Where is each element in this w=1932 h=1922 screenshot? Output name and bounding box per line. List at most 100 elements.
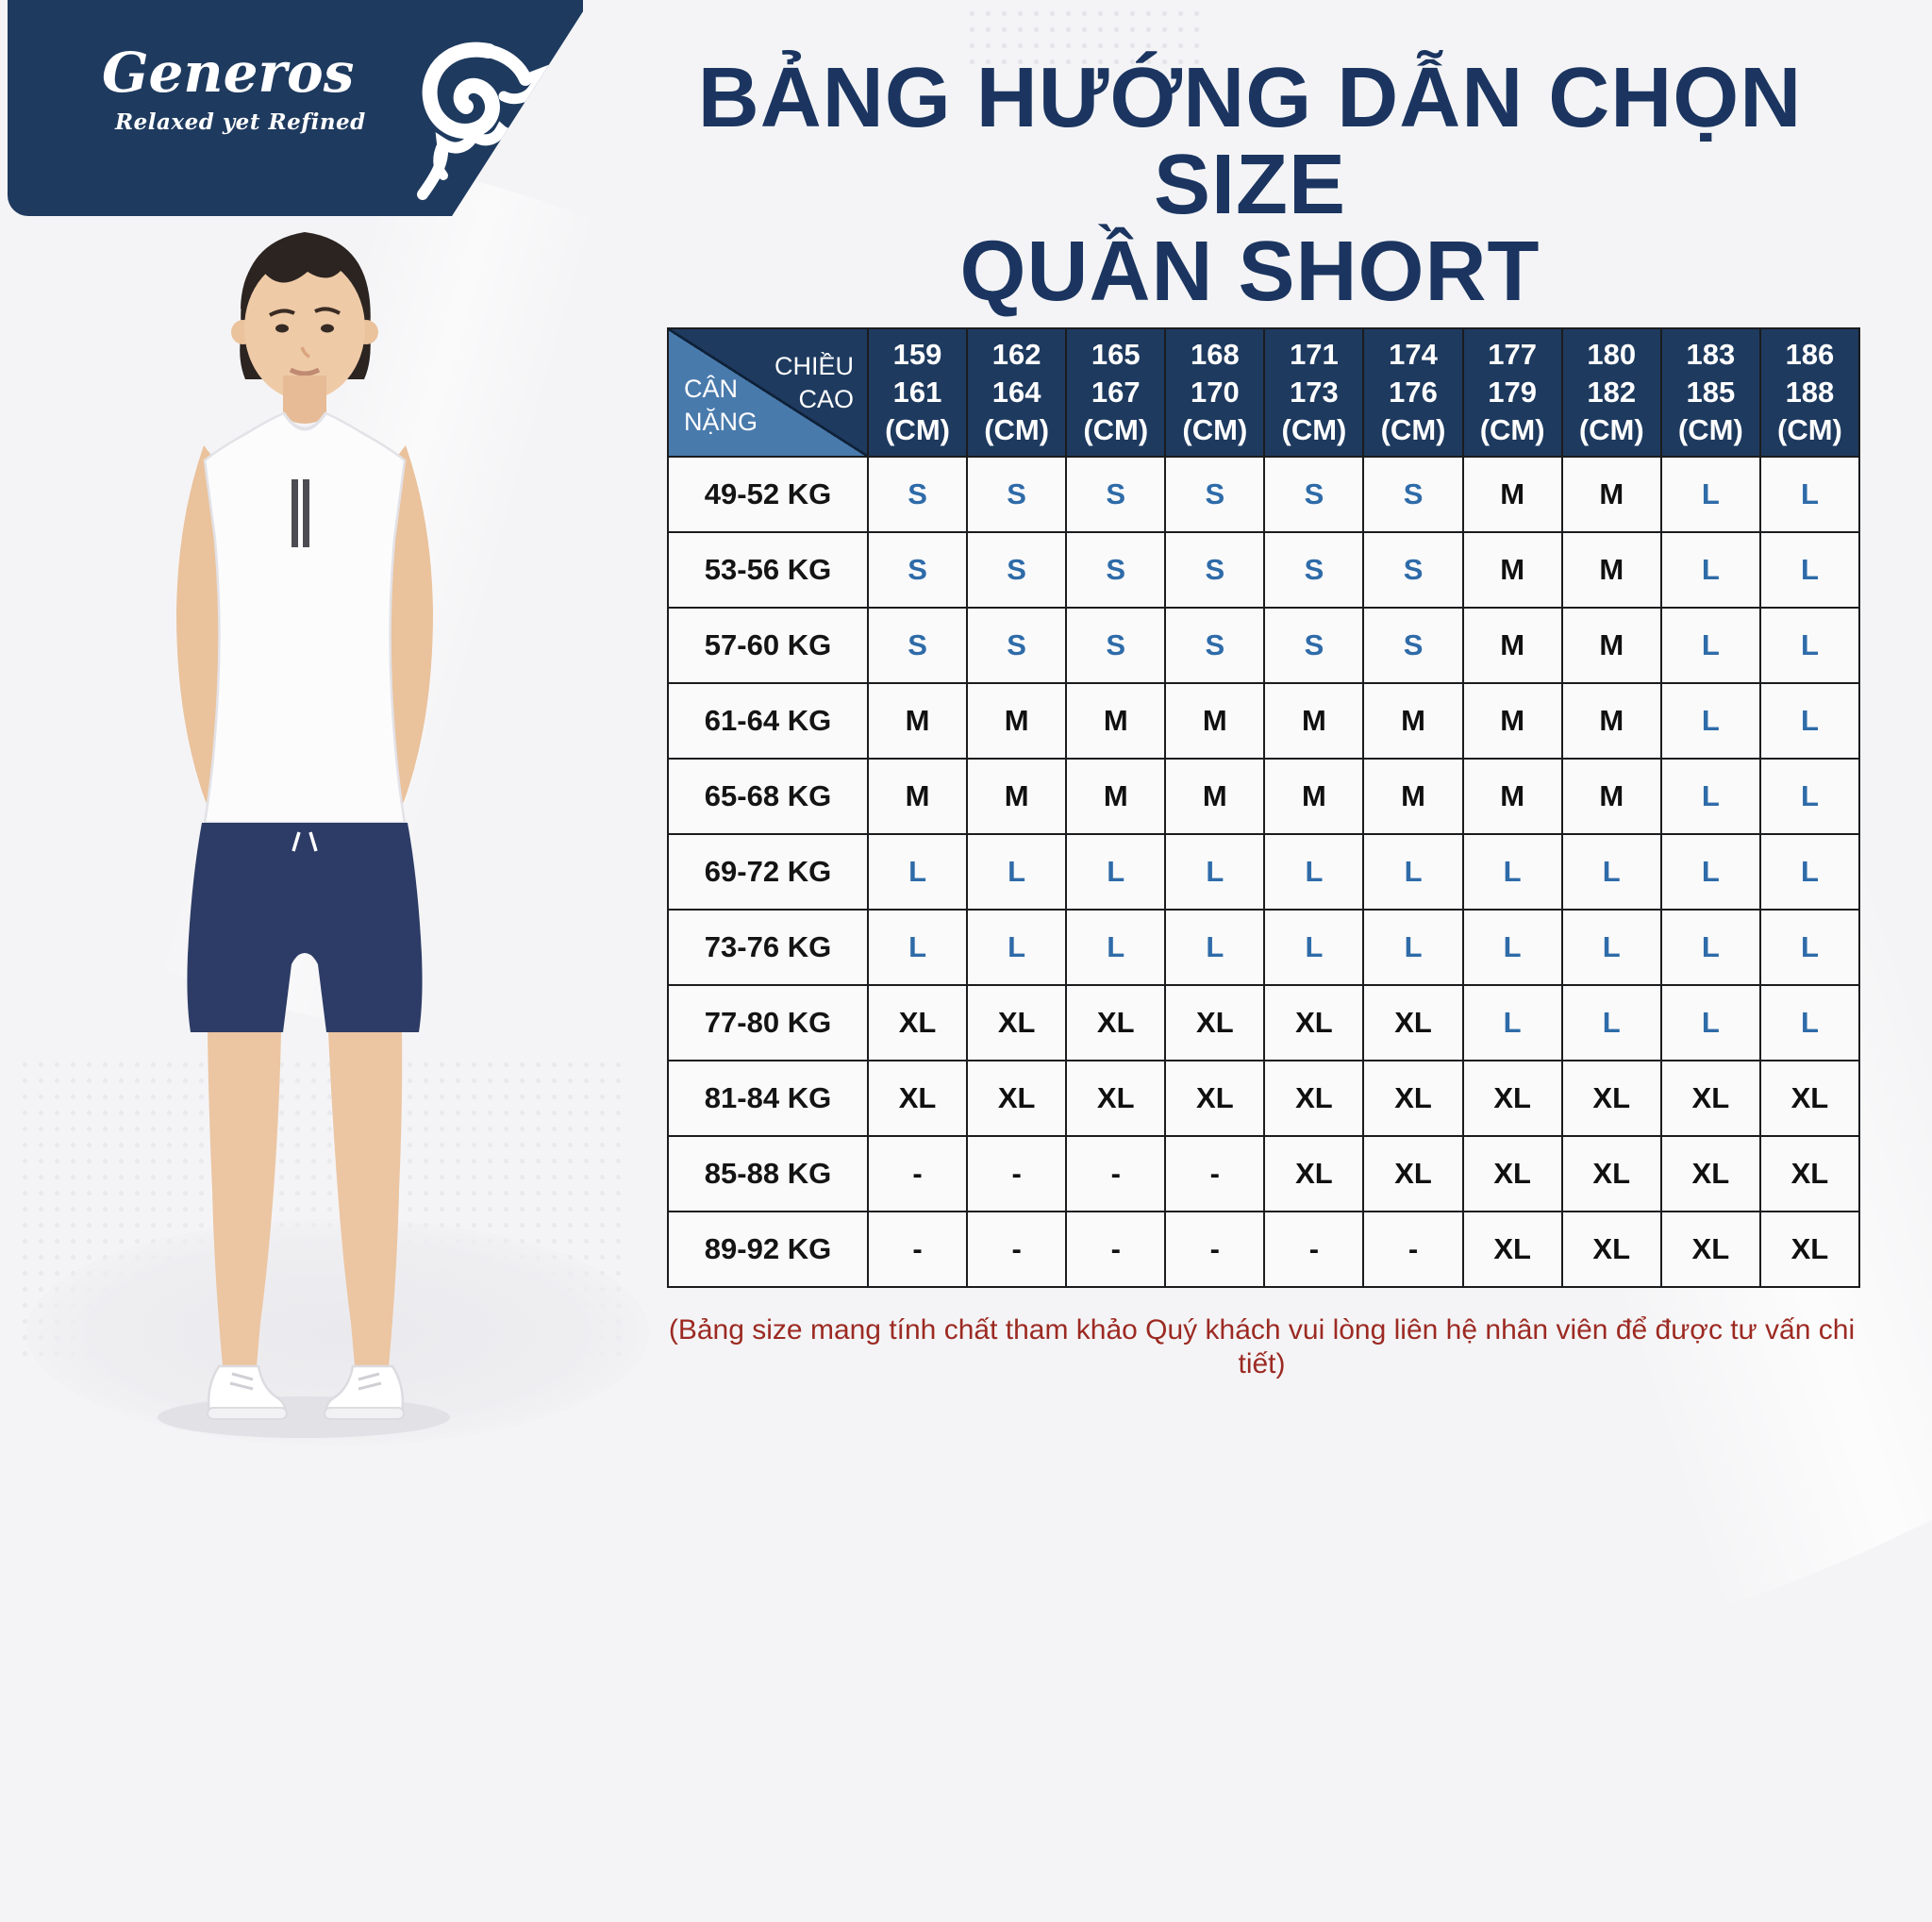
height-value: 170 [1190,376,1240,409]
weight-row-label: 57-60 KG [669,609,867,682]
size-cell: L [1661,458,1759,531]
size-cell: S [968,609,1066,682]
height-value: 185 [1686,376,1736,409]
size-cell: XL [1463,1061,1561,1135]
size-cell: S [1265,458,1363,531]
height-unit: (CM) [1777,413,1842,446]
size-cell: M [1463,533,1561,607]
height-unit: (CM) [984,413,1050,446]
weight-row-label: 61-64 KG [669,684,867,758]
size-cell: M [968,684,1066,758]
size-cell: S [1166,609,1264,682]
size-cell: M [1265,684,1363,758]
page-title: BẢNG HƯỚNG DẪN CHỌN SIZE QUẦN SHORT [613,55,1887,315]
height-header-cell: 159 161 (CM) [869,329,967,456]
size-cell: L [1760,684,1858,758]
weight-row-label: 49-52 KG [669,458,867,531]
weight-row-label: 81-84 KG [669,1061,867,1135]
height-value: 162 [991,338,1041,371]
size-cell: S [968,533,1066,607]
weight-row-label: 53-56 KG [669,533,867,607]
size-cell: M [869,684,967,758]
weight-axis-label: CÂN NẶNG [684,375,758,436]
size-cell: XL [1760,1212,1858,1286]
size-cell: S [968,458,1066,531]
size-cell: - [1067,1137,1165,1211]
size-cell: L [1661,835,1759,909]
height-axis-label: CHIỀU CAO [774,352,854,413]
size-cell: L [1463,986,1561,1060]
size-cell: XL [869,1061,967,1135]
page-title-line1: BẢNG HƯỚNG DẪN CHỌN SIZE [697,51,1803,232]
brand-logo: Generos Relaxed yet Refined [102,42,555,200]
size-cell: L [968,911,1066,984]
size-cell: - [1364,1212,1462,1286]
height-unit: (CM) [1578,413,1644,446]
height-header-cell: 165 167 (CM) [1067,329,1165,456]
size-cell: S [1265,609,1363,682]
height-header-cell: 168 170 (CM) [1166,329,1264,456]
size-cell: L [1364,835,1462,909]
height-value: 183 [1686,338,1736,371]
size-cell: S [1166,533,1264,607]
size-cell: XL [1661,1212,1759,1286]
size-cell: XL [1265,1137,1363,1211]
height-header-cell: 171 173 (CM) [1265,329,1363,456]
size-cell: S [1166,458,1264,531]
size-cell: XL [1463,1137,1561,1211]
size-cell: M [1067,760,1165,833]
footnote: (Bảng size mang tính chất tham khảo Quý … [668,1314,1856,1379]
height-value: 173 [1290,376,1339,409]
weight-row-label: 65-68 KG [669,760,867,833]
size-cell: S [869,609,967,682]
brand-banner: Generos Relaxed yet Refined [8,0,583,216]
size-cell: XL [1661,1061,1759,1135]
size-cell: L [869,835,967,909]
size-cell: L [1067,911,1165,984]
size-cell: XL [1265,986,1363,1060]
size-cell: - [869,1212,967,1286]
size-cell: M [1562,533,1660,607]
size-cell: L [1463,835,1561,909]
size-cell: L [1562,986,1660,1060]
height-value: 186 [1785,338,1835,371]
size-cell: XL [1166,986,1264,1060]
size-cell: L [1166,835,1264,909]
size-cell: L [869,911,967,984]
size-cell: - [1166,1212,1264,1286]
size-cell: - [1166,1137,1264,1211]
height-unit: (CM) [1380,413,1446,446]
size-cell: XL [1562,1212,1660,1286]
weight-row-label: 73-76 KG [669,911,867,984]
size-cell: XL [1760,1137,1858,1211]
size-cell: S [1265,533,1363,607]
height-header-cell: 183 185 (CM) [1661,329,1759,456]
height-value: 179 [1488,376,1537,409]
size-cell: L [1760,533,1858,607]
size-cell: M [1265,760,1363,833]
height-header-cell: 180 182 (CM) [1562,329,1660,456]
size-cell: L [1661,986,1759,1060]
height-value: 176 [1389,376,1438,409]
size-cell: L [1760,609,1858,682]
height-header-cell: 162 164 (CM) [968,329,1066,456]
size-cell: M [1166,684,1264,758]
height-value: 174 [1389,338,1438,371]
size-cell: L [1661,911,1759,984]
height-unit: (CM) [1083,413,1149,446]
size-cell: M [1463,609,1561,682]
height-unit: (CM) [1281,413,1347,446]
size-cell: L [1265,911,1363,984]
size-cell: M [968,760,1066,833]
size-cell: S [1364,458,1462,531]
size-cell: - [1265,1212,1363,1286]
size-cell: L [1760,760,1858,833]
size-cell: L [1661,684,1759,758]
height-unit: (CM) [885,413,950,446]
weight-row-label: 85-88 KG [669,1137,867,1211]
size-cell: S [869,533,967,607]
size-cell: XL [1067,1061,1165,1135]
size-cell: XL [1562,1137,1660,1211]
size-cell: XL [1463,1212,1561,1286]
size-cell: M [1463,684,1561,758]
